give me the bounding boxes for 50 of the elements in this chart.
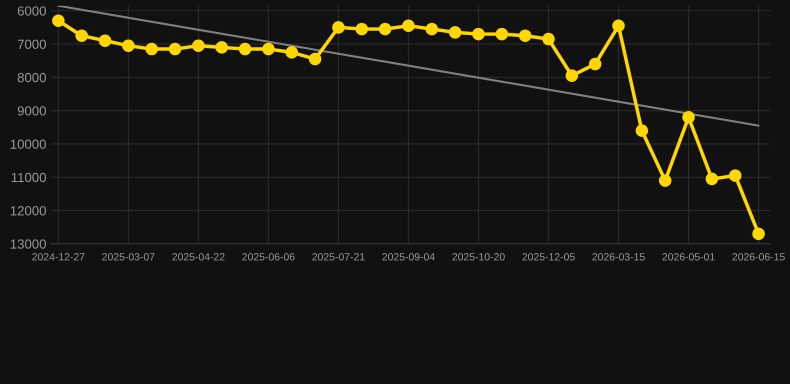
point [566, 69, 578, 82]
x-tick-label: 2025-12-05 [522, 253, 575, 261]
point [542, 32, 555, 46]
point [752, 228, 765, 240]
y-tick-label: 9000 [18, 106, 46, 116]
point [588, 58, 602, 70]
x-tick-label: 2025-10-20 [452, 253, 505, 261]
point [518, 29, 532, 42]
point [75, 29, 88, 42]
point [192, 39, 205, 52]
y-tick-label: 6000 [18, 6, 46, 16]
point [496, 28, 508, 40]
x-tick-label: 2025-06-06 [242, 253, 295, 261]
point [262, 42, 275, 56]
y-tick-label: 12000 [10, 206, 46, 216]
point [448, 26, 462, 39]
point [122, 39, 135, 52]
point [52, 14, 65, 27]
point [426, 22, 438, 36]
point [402, 19, 415, 32]
point [286, 46, 298, 59]
point [728, 169, 742, 182]
point [706, 172, 718, 186]
point [145, 42, 158, 56]
point [332, 21, 345, 34]
x-tick-label: 2025-07-21 [312, 253, 365, 261]
x-tick-label: 2026-03-15 [592, 253, 645, 261]
point [98, 34, 112, 47]
point [308, 52, 322, 66]
point [356, 22, 368, 36]
point [682, 111, 695, 124]
y-tick-label: 8000 [18, 72, 46, 82]
point [168, 42, 182, 56]
point [636, 124, 648, 137]
y-tick-label: 11000 [12, 172, 46, 182]
x-tick-label: 2025-03-07 [102, 253, 154, 261]
point [378, 22, 392, 36]
point [215, 41, 228, 54]
y-tick-label: 7000 [18, 40, 46, 49]
x-tick-label: 2024-12-27 [32, 253, 84, 261]
x-tick-label: 2026-06-15 [732, 253, 785, 261]
point [612, 19, 625, 32]
y-tick-label: 13000 [10, 239, 46, 249]
point [238, 42, 252, 56]
point [658, 174, 672, 187]
y-tick-label: 10000 [10, 140, 46, 149]
x-tick-label: 2025-04-22 [172, 253, 225, 261]
x-tick-label: 2025-09-04 [382, 253, 435, 261]
point [472, 28, 485, 40]
x-tick-label: 2026-05-01 [662, 253, 715, 261]
